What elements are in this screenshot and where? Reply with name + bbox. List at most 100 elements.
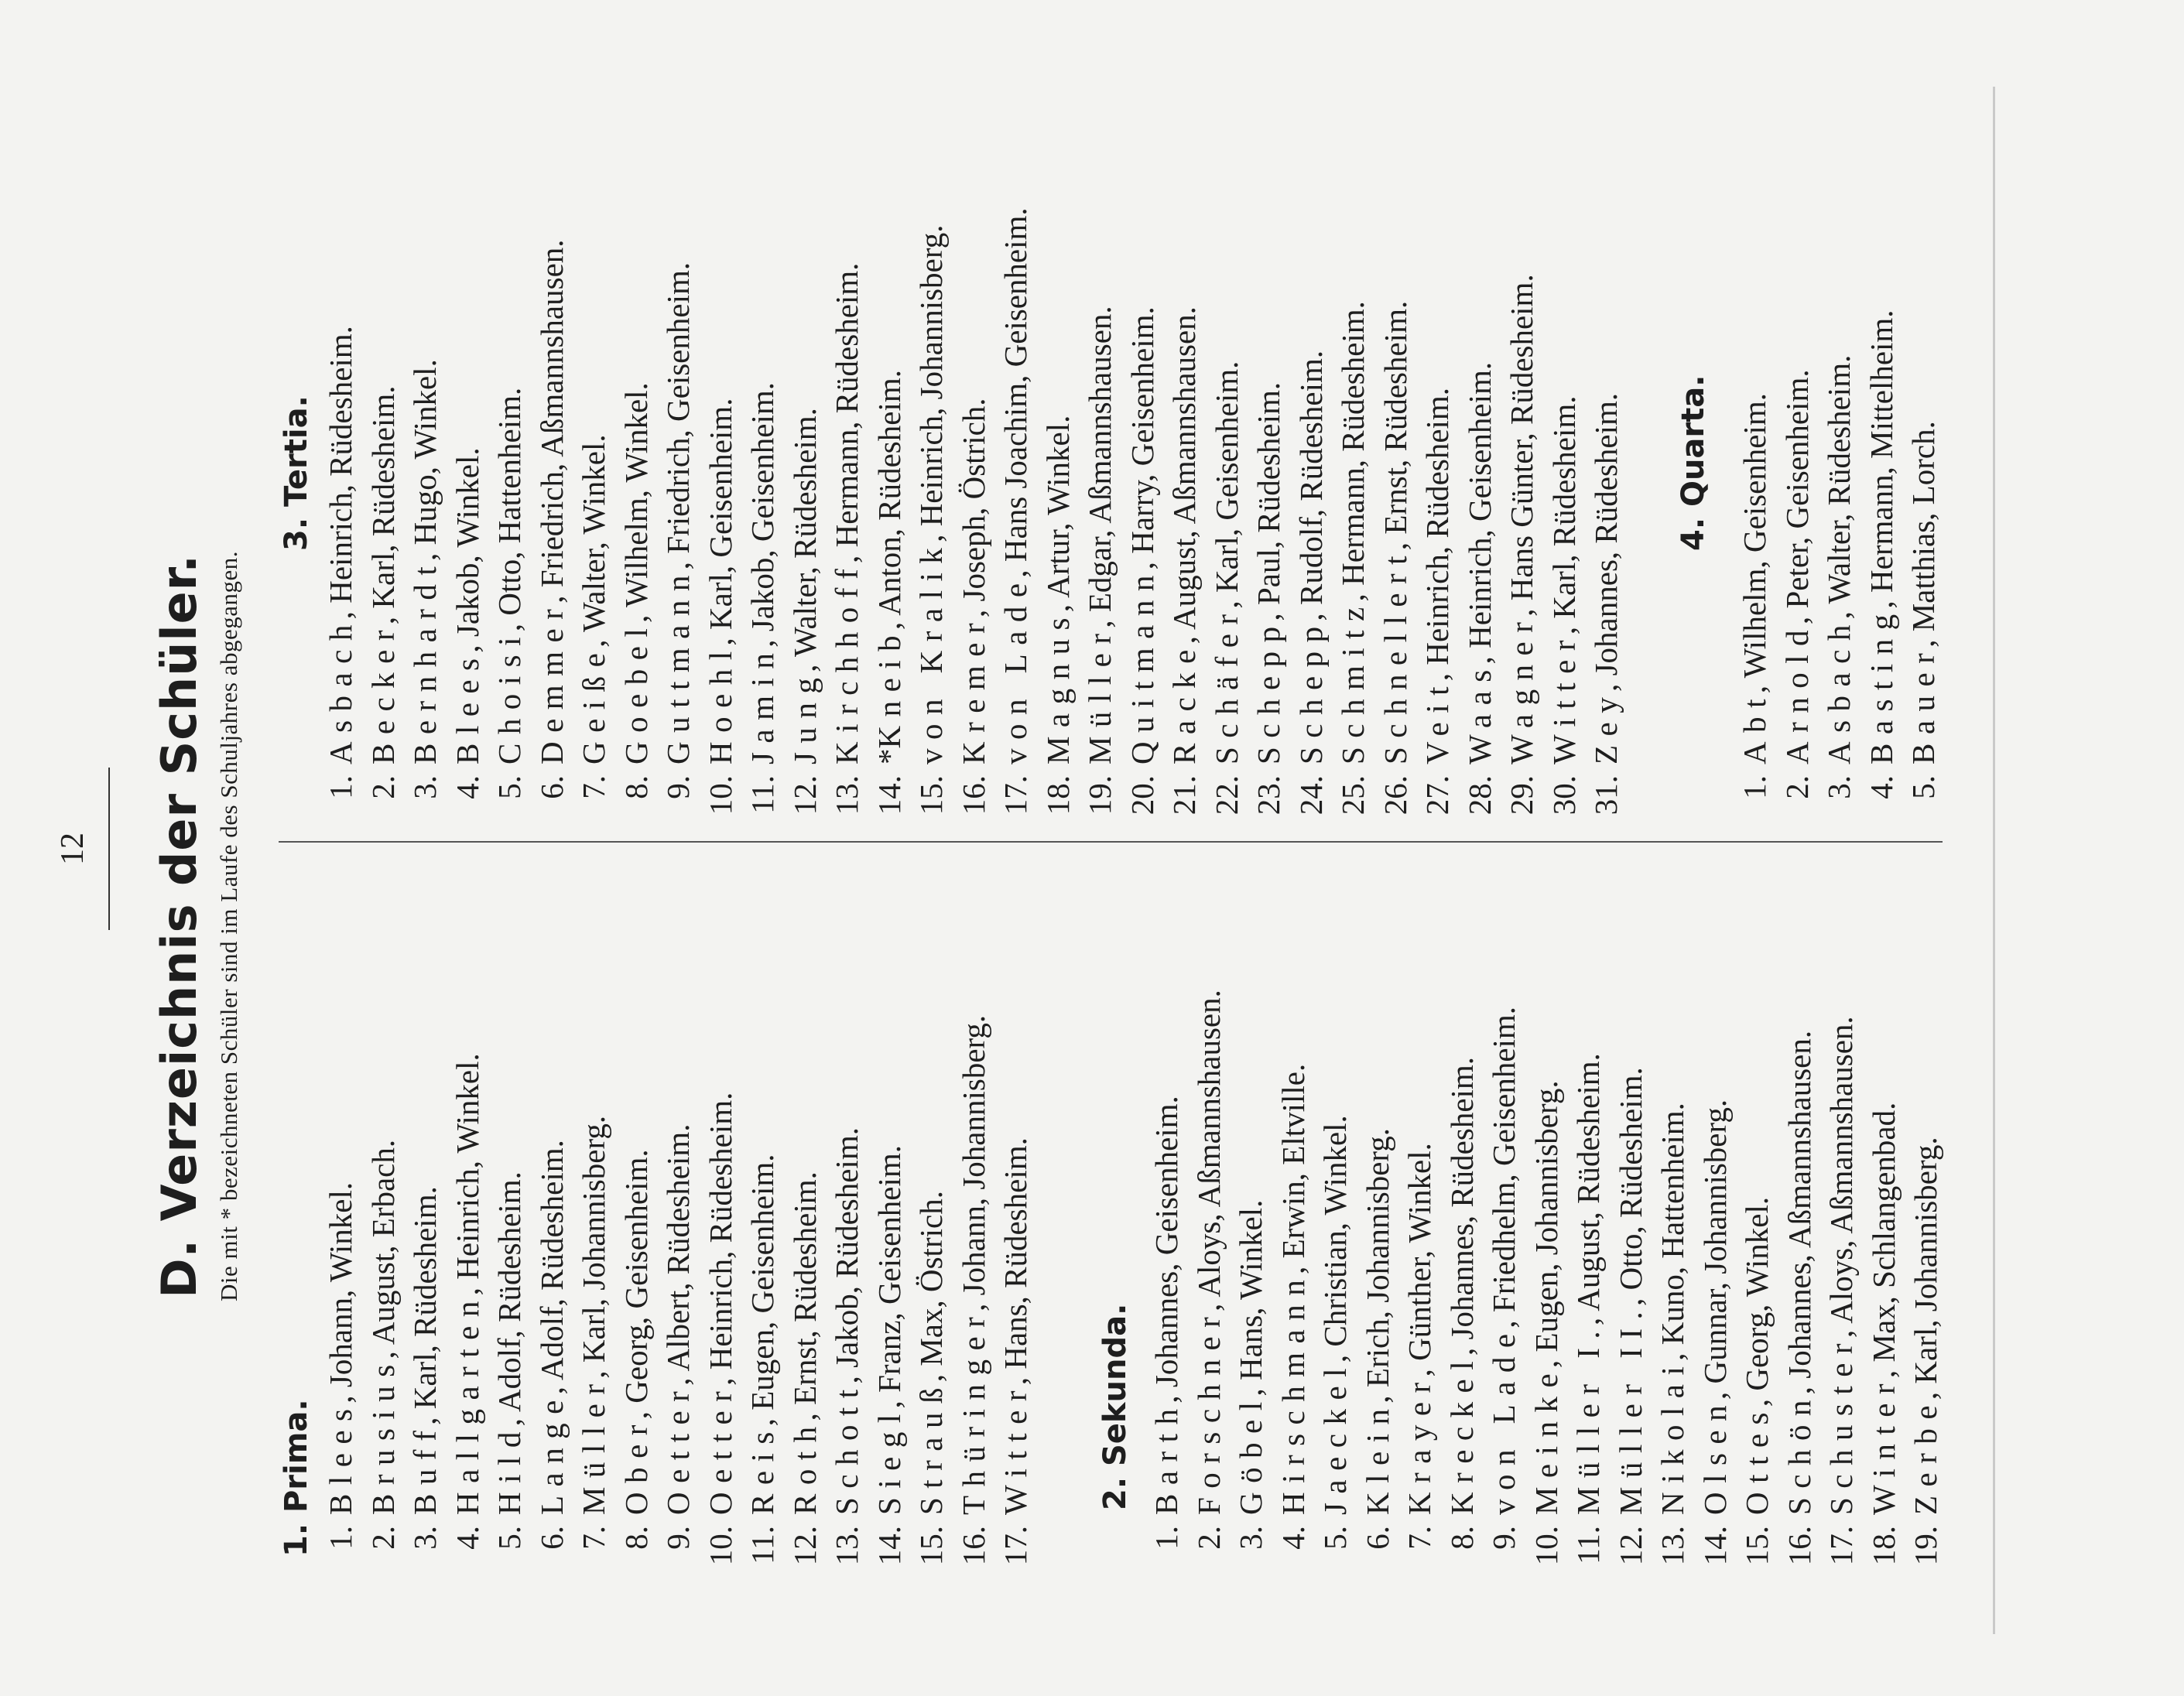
student-details: , Jakob, Geisenheim. [745,382,780,648]
student-details: , Johannes, Rüdesheim. [1588,392,1624,692]
page-number: 12 [55,833,91,865]
student-surname: Göbel [1233,1393,1268,1515]
student-surname: Meinke [1528,1364,1564,1515]
student-surname: Schepp [1251,617,1286,764]
student-surname: Lange [533,1391,570,1515]
entry-number: 1. [323,1526,358,1550]
student-details: , Wilhelm, Winkel. [618,382,654,623]
entry-number: 15. [913,1526,949,1566]
entry-number: 11. [1570,1526,1606,1564]
entry-number: 10. [1528,1526,1564,1566]
student-surname: Jamin [745,644,780,764]
student-list-tertia: 1.Asbach, Heinrich, Rüdesheim. 2.Becker, … [320,207,1628,837]
student-details: , Joseph, Östrich. [955,398,991,617]
student-entry: 27. Veit, Heinrich, Rüdesheim. [1416,207,1459,837]
student-details: , Hermann, Rüdesheim. [1335,301,1371,602]
student-entry: 15. von Kralik, Heinrich, Johannisberg. [910,207,953,837]
student-details: , Artur, Winkel. [1039,415,1076,613]
entry-number: 10. [702,775,738,816]
entry-number: 30. [1546,775,1582,816]
student-entry: 5. Jaeckel, Christian, Winkel. [1314,990,1357,1588]
student-entry: 13. Nikolai, Kuno, Hattenheim. [1652,990,1694,1588]
student-entry: 10. Hoehl, Karl, Geisenheim. [700,207,742,837]
student-details: , Johannes, Geisenheim. [1148,1096,1184,1404]
student-entry: 3. Göbel, Hans, Winkel. [1230,990,1272,1588]
student-entry: 29. Wagner, Hans Günter, Rüdesheim. [1501,207,1543,837]
student-entry: 6. Demmer, Friedrich, Aßmannshausen. [531,207,573,837]
entry-number: 26. [1377,775,1413,816]
student-details: , Ernst, Rüdesheim. [1377,300,1413,551]
withdrawn-mark: * [871,748,907,765]
student-surname: von Kralik [913,539,949,764]
entry-number: 6. [533,1526,570,1550]
student-surname: Buff [407,1421,443,1515]
section-heading-quarta: 4. Quarta. [1676,374,1711,551]
student-surname: Brusius [365,1356,401,1515]
student-surname: Müller [1082,624,1118,764]
student-surname: Blees [323,1400,358,1516]
student-surname: Winter [1865,1374,1902,1515]
entry-number: 18. [1039,775,1076,816]
student-surname: Schäfer [1208,605,1244,764]
student-surname: Hild [491,1423,527,1515]
student-entry: 15. Strauß, Max, Östrich. [910,1015,953,1588]
entry-number: 2. [365,775,401,799]
student-surname: Geiße [576,644,611,764]
student-surname: Hoehl [702,642,738,764]
student-details: , Christian, Winkel. [1317,1115,1353,1363]
entry-number: 22. [1208,775,1244,816]
student-surname: Oetter [660,1382,696,1515]
entry-number: 7. [576,775,611,799]
student-entry: 2. Forschner, Aloys, Aßmannshausen. [1188,990,1231,1588]
student-details: , Otto, Rüdesheim. [1612,1067,1648,1306]
student-details: , Friedhelm, Geisenheim. [1486,1006,1522,1328]
student-details: , Karl, Rüdesheim. [1546,395,1582,635]
student-entry: 3. Buff, Karl, Rüdesheim. [404,1015,447,1588]
student-entry: 2. Becker, Karl, Rüdesheim. [362,207,405,837]
column-divider [279,841,1943,843]
student-entry: 4. Basting, Hermann, Mittelheim. [1861,309,1903,837]
student-entry: 10. Meinke, Eugen, Johannisberg. [1525,990,1568,1588]
student-entry: 24. Schepp, Rudolf, Rüdesheim. [1290,207,1333,837]
entry-number: 11. [745,775,780,814]
student-surname: Müller [576,1375,611,1515]
student-details: , Gunnar, Johannisberg. [1696,1099,1733,1400]
student-list-prima: 1. Blees, Johann, Winkel. 2. Brusius, Augus… [320,1015,1037,1588]
student-surname: Racke [1166,641,1202,764]
student-entry: 6. Lange, Adolf, Rüdesheim. [531,1015,573,1588]
student-entry: 7. Geiße, Walter, Winkel. [573,207,615,837]
entry-number: 7. [1402,1526,1437,1550]
student-details: , Hermann, Rüdesheim. [829,262,864,563]
student-details: , Kuno, Hattenheim. [1655,1103,1690,1361]
student-details: , Karl, Rüdesheim. [365,385,401,625]
student-surname: Schott [829,1380,864,1515]
student-surname: Schmitz [1335,598,1371,764]
student-details: , Harry, Geisenheim. [1124,306,1160,570]
student-details: , Heinrich, Rüdesheim. [323,326,358,620]
student-details: , Johannes, Aßmannshausen. [1781,1030,1817,1395]
student-surname: Asbach [1821,616,1857,764]
student-details: , Peter, Geisenheim. [1778,369,1815,625]
student-entry: 9. Guttmann, Friedrich, Geisenheim. [657,207,700,837]
student-surname: Bernhardt [407,557,443,764]
student-details: , Friedrich, Geisenheim. [660,262,696,570]
student-entry: 2. Arnold, Peter, Geisenheim. [1776,309,1819,837]
student-entry: 17. von Lade, Hans Joachim, Geisenheim. [994,207,1037,837]
student-details: , Karl, Geisenheim. [1208,361,1244,609]
student-list-sekunda: 1. Barth, Johannes, Geisenheim. 2. Forschne… [1145,990,1947,1588]
student-details: , Walter, Winkel. [576,434,611,648]
student-details: , Franz, Geisenheim. [871,1144,907,1409]
student-details: , Eugen, Johannisberg. [1528,1080,1564,1368]
student-details: , Eugen, Geisenheim. [745,1154,780,1427]
entry-number: 18. [1865,1526,1902,1566]
student-surname: von Lade [998,574,1033,764]
student-surname: Kneib [871,626,907,749]
entry-number: 12. [1612,1526,1648,1566]
student-surname: Barth [1148,1400,1184,1516]
entry-number: 6. [1359,1526,1395,1550]
student-surname: Schön [1781,1391,1817,1515]
student-entry: 11. Jamin, Jakob, Geisenheim. [741,207,784,837]
student-entry: 7. Müller, Karl, Johannisberg. [573,1015,615,1588]
entry-number: 8. [618,775,654,799]
entry-number: 31. [1588,775,1624,816]
